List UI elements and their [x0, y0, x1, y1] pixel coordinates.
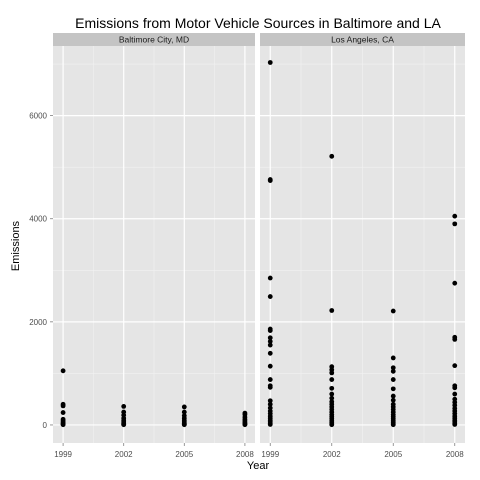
- x-tick-label: 2002: [323, 450, 341, 459]
- facet-strip: [260, 33, 465, 46]
- data-point: [267, 422, 273, 427]
- data-point: [60, 403, 66, 409]
- data-point: [267, 339, 273, 344]
- y-axis-title: Emissions: [10, 220, 22, 271]
- data-point: [390, 386, 396, 392]
- x-tick-label: 2005: [175, 450, 193, 459]
- x-tick-label: 2008: [446, 450, 464, 459]
- data-point: [390, 355, 396, 361]
- facet-strip: [53, 33, 255, 46]
- y-tick-label: 0: [43, 421, 48, 430]
- facet-strip-label: Baltimore City, MD: [119, 35, 189, 45]
- data-point: [267, 294, 273, 299]
- data-point: [181, 422, 187, 428]
- data-point: [329, 308, 335, 313]
- data-point: [329, 377, 335, 382]
- y-tick-label: 6000: [29, 112, 47, 121]
- data-point: [267, 335, 273, 341]
- data-point: [390, 308, 396, 314]
- data-point: [452, 336, 458, 342]
- facet-strip-label: Los Angeles, CA: [331, 35, 394, 45]
- data-point: [267, 398, 273, 404]
- data-point: [60, 368, 66, 374]
- data-point: [60, 422, 66, 428]
- chart-title: Emissions from Motor Vehicle Sources in …: [75, 15, 441, 31]
- data-point: [267, 178, 273, 183]
- data-point: [267, 401, 273, 407]
- facet-panel: Baltimore City, MD 1999 2002 2005 2008: [53, 33, 255, 459]
- data-point: [329, 422, 335, 428]
- data-point: [267, 328, 273, 334]
- data-point: [329, 395, 335, 401]
- data-point: [267, 60, 273, 65]
- data-point: [452, 422, 458, 427]
- data-point: [390, 377, 396, 382]
- data-point: [267, 384, 273, 390]
- data-point: [390, 397, 396, 403]
- data-point: [242, 422, 248, 428]
- data-point: [329, 385, 335, 391]
- data-point: [181, 409, 187, 415]
- y-tick-label: 4000: [29, 215, 47, 224]
- data-point: [121, 422, 127, 428]
- data-point: [452, 391, 458, 397]
- data-point: [452, 280, 458, 286]
- x-axis-title: Year: [247, 460, 270, 472]
- data-point: [267, 377, 273, 382]
- data-point: [452, 363, 458, 369]
- x-tick-label: 1999: [261, 450, 279, 459]
- x-tick-label: 2008: [236, 450, 254, 459]
- data-point: [390, 368, 396, 374]
- data-point: [329, 370, 335, 376]
- data-point: [267, 350, 273, 356]
- facet-panel: Los Angeles, CA 1999 2002 2005 2008: [260, 33, 465, 459]
- data-point: [390, 422, 396, 428]
- data-point: [267, 363, 273, 369]
- data-point: [267, 275, 273, 281]
- data-point: [267, 342, 273, 348]
- data-point: [181, 404, 187, 410]
- data-point: [452, 221, 458, 227]
- x-tick-label: 1999: [54, 450, 72, 459]
- data-point: [329, 391, 335, 397]
- data-point: [390, 365, 396, 371]
- x-tick-label: 2005: [384, 450, 402, 459]
- x-tick-label: 2002: [115, 450, 133, 459]
- data-point: [390, 393, 396, 399]
- data-point: [452, 385, 458, 391]
- y-tick-label: 2000: [29, 318, 47, 327]
- data-point: [452, 213, 458, 219]
- data-point: [60, 410, 66, 415]
- data-point: [121, 403, 127, 409]
- y-axis: 0 2000 4000 6000: [29, 112, 53, 430]
- data-point: [329, 153, 335, 159]
